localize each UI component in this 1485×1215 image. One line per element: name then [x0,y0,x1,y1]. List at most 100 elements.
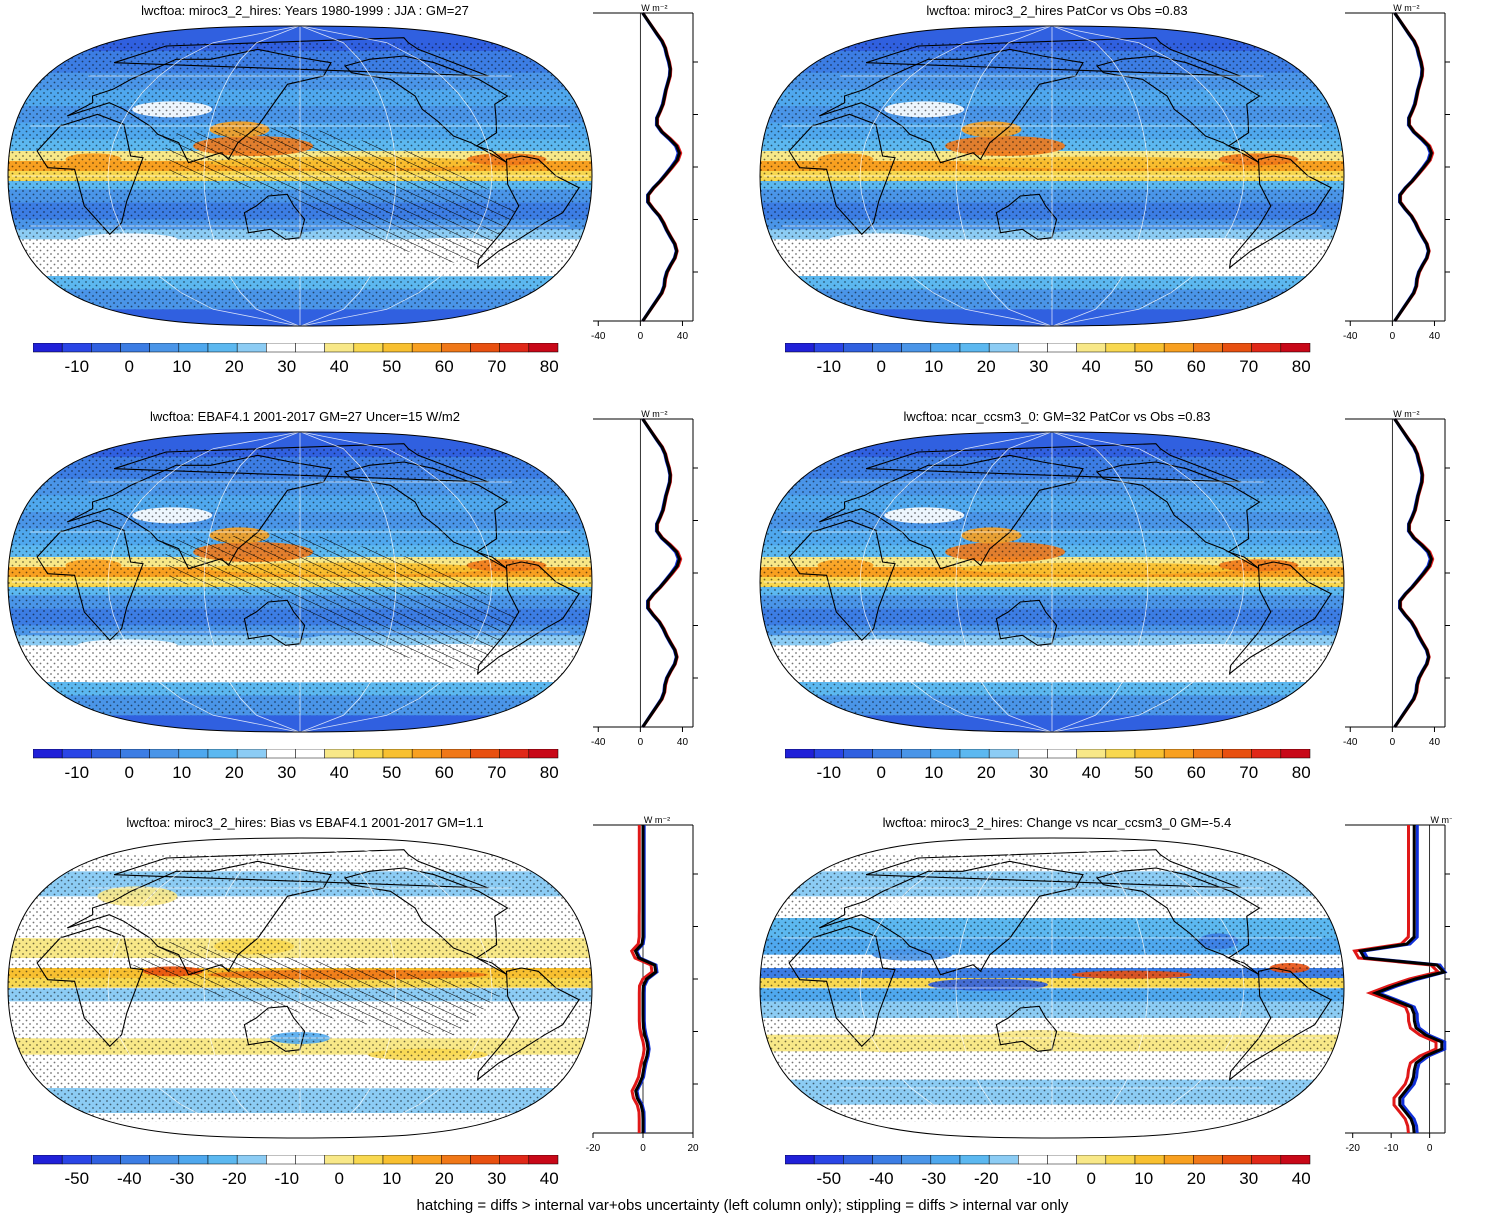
colorbar-box [528,749,559,759]
colorbar-label: 30 [487,1169,506,1188]
colorbar-label: 60 [1187,763,1206,782]
colorbar-box [901,1155,932,1165]
colorbar-label: 30 [1239,1169,1258,1188]
colorbar-label: 20 [225,763,244,782]
map-border [7,25,593,327]
graticule-lon [300,838,397,1138]
profile-value-label: 40 [677,737,689,748]
colorbar-label: 40 [1292,1169,1311,1188]
colorbar-box [149,749,180,759]
profile-line [641,418,683,728]
colorbar-label: 0 [877,357,886,376]
colorbar-label: 10 [172,357,191,376]
colorbar-box [411,749,442,759]
colorbar-label: 70 [1239,357,1258,376]
map-field [8,838,592,1138]
colorbar-box [930,749,961,759]
colorbar-box [872,343,902,353]
colorbar-label: -50 [64,1169,89,1188]
colorbar-box [1251,1155,1282,1165]
colorbar-box [1105,343,1136,353]
graticule-lon [1052,838,1149,1138]
colorbar-box [785,1155,815,1165]
colorbar-box [930,343,961,353]
colorbar-box [901,749,932,759]
colorbar-box [528,1155,559,1165]
panel-miroc-patcor: lwcftoa: miroc3_2_hires PatCor vs Obs =0… [752,3,1452,398]
colorbar-box [178,749,209,759]
colorbar-box [1222,343,1252,353]
colorbar-box [266,1155,296,1165]
colorbar-label: -30 [921,1169,946,1188]
colorbar-box [91,749,121,759]
colorbar-label: 80 [540,357,559,376]
map-field [8,432,592,732]
robinson-map [759,25,1345,327]
map-field [760,432,1344,732]
colorbar-box [470,343,500,353]
colorbar-box [236,749,267,759]
panel-miroc-climatology: lwcftoa: miroc3_2_hires: Years 1980-1999… [0,3,700,398]
colorbar-label: -20 [222,1169,247,1188]
zonal-mean-profile: W m⁻²60N30N030S60S-20-100 [1345,815,1452,1154]
colorbar-label: 0 [125,357,134,376]
hatching [162,126,518,268]
colorbar-box [1193,749,1223,759]
colorbar-box [1134,343,1165,353]
colorbar-box [61,749,92,759]
colorbar-box [499,1155,530,1165]
colorbar-label: 70 [487,357,506,376]
colorbar-box [61,343,92,353]
graticule-lon [107,26,299,326]
colorbar-box [1047,749,1077,759]
graticule-lon [1052,432,1149,732]
colorbar-box [353,343,384,353]
map-border [7,431,593,733]
colorbar-box [61,1155,92,1165]
colorbar-box [353,1155,384,1165]
profile-line [641,12,681,322]
profile-value-label: 0 [1427,1143,1433,1154]
profile-line [633,825,658,1133]
panel-ebaf-observations: lwcftoa: EBAF4.1 2001-2017 GM=27 Uncer=1… [0,409,700,804]
graticule-lon [955,432,1052,732]
hatching [125,941,509,1038]
colorbar-box [1076,749,1107,759]
robinson-map [7,837,593,1139]
colorbar-box [178,1155,209,1165]
graticule-lon [1053,432,1245,732]
colorbar-box [1222,749,1252,759]
colorbar-box [813,1155,844,1165]
colorbar-box [959,343,990,353]
colorbar-box [872,749,902,759]
colorbar-label: 50 [382,763,401,782]
profile-line [1352,825,1442,1134]
map-border [7,837,593,1139]
colorbar-box [785,749,815,759]
graticule-lon [203,432,300,732]
profile-line [629,825,654,1133]
colorbar-label: -10 [816,357,841,376]
graticule-lon [1052,26,1149,326]
graticule-lon [300,432,397,732]
profile-value-label: 0 [638,737,644,748]
colorbar-box [813,749,844,759]
colorbar-label: -40 [117,1169,142,1188]
colorbar-box [843,343,873,353]
colorbar-label: 40 [540,1169,559,1188]
colorbar-label: 60 [1187,357,1206,376]
profile-value-label: -40 [1343,331,1358,342]
profile-value-label: -10 [1384,1143,1399,1154]
colorbar-box [1134,1155,1165,1165]
profile-value-label: -20 [586,1143,601,1154]
colorbar-box [1105,749,1136,759]
colorbar-box [382,1155,413,1165]
profile-line [1393,12,1435,322]
colorbar-label: -10 [274,1169,299,1188]
profile-value-label: -40 [591,737,606,748]
colorbar-box [33,749,63,759]
colorbar-box [178,343,209,353]
panel-title: lwcftoa: miroc3_2_hires: Change vs ncar_… [882,815,1232,830]
colorbar-box [813,343,844,353]
colorbar-box [236,1155,267,1165]
